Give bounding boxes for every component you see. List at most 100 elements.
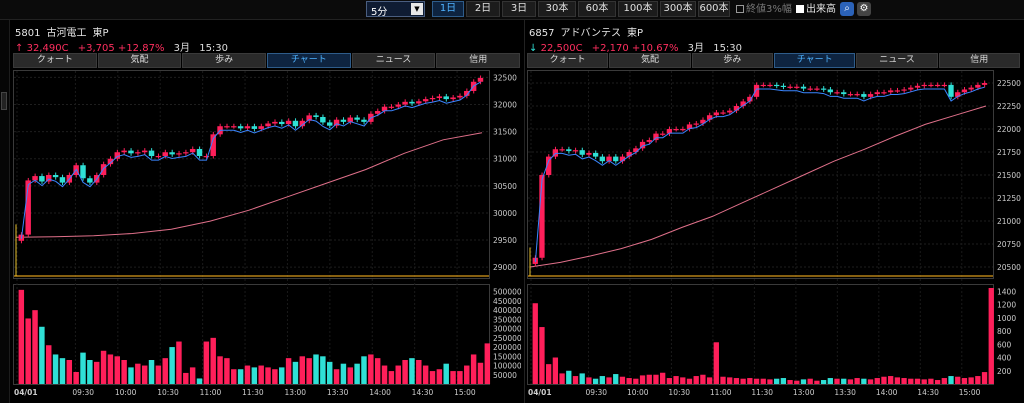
volume-bar bbox=[760, 378, 766, 384]
volume-bar bbox=[402, 360, 408, 384]
limit-width-label: 終値3%幅 bbox=[746, 4, 792, 15]
stock-name: 古河電工 bbox=[46, 28, 87, 39]
candle-body bbox=[841, 92, 847, 95]
tab-chart[interactable]: チャート bbox=[773, 53, 856, 68]
candle-body bbox=[224, 126, 230, 128]
volume-bar bbox=[619, 376, 626, 384]
interval-dropdown[interactable]: 5分 ▼ bbox=[366, 1, 425, 18]
volume-tick-label: 350000 bbox=[493, 315, 521, 324]
candle-body bbox=[901, 89, 907, 91]
volume-bar bbox=[128, 367, 134, 384]
range-button-3d[interactable]: 3日 bbox=[502, 1, 536, 17]
tab-chart[interactable]: チャート bbox=[267, 53, 351, 68]
candle-body bbox=[381, 106, 388, 112]
candle-body bbox=[477, 77, 484, 82]
candle-body bbox=[183, 152, 189, 154]
volume-bar bbox=[941, 378, 947, 384]
candle-body bbox=[114, 152, 120, 159]
limit-width-checkbox[interactable]: 終値3%幅 bbox=[736, 3, 792, 17]
volume-bar bbox=[854, 378, 860, 384]
volume-bar bbox=[148, 360, 155, 384]
range-button-100[interactable]: 100本 bbox=[618, 1, 658, 17]
volume-checkbox[interactable]: 出来高 bbox=[796, 3, 836, 17]
volume-bar bbox=[395, 365, 401, 384]
volume-tick-label: 50000 bbox=[493, 371, 517, 380]
range-button-30[interactable]: 30本 bbox=[538, 1, 576, 17]
volume-bar bbox=[470, 354, 477, 384]
candle-body bbox=[874, 92, 880, 95]
tab-news[interactable]: ニュース bbox=[351, 53, 436, 68]
candle-body bbox=[25, 180, 31, 235]
range-button-60[interactable]: 60本 bbox=[578, 1, 616, 17]
candle-body bbox=[333, 119, 340, 126]
price-tick-label: 21000 bbox=[997, 217, 1021, 226]
candle-body bbox=[402, 101, 408, 105]
candle-body bbox=[32, 176, 38, 181]
stock-name: アドバンテス bbox=[560, 28, 621, 39]
volume-bar bbox=[203, 341, 210, 384]
tab-orderbook[interactable]: 気配 bbox=[97, 53, 182, 68]
rail-handle[interactable] bbox=[1, 92, 7, 110]
price-tick-label: 30500 bbox=[493, 182, 517, 191]
volume-bar bbox=[73, 372, 79, 384]
candle-body bbox=[653, 133, 659, 141]
candle-body bbox=[203, 156, 210, 158]
checkbox-checked-icon bbox=[796, 5, 804, 13]
tab-margin[interactable]: 信用 bbox=[938, 53, 1020, 68]
tab-news[interactable]: ニュース bbox=[856, 53, 938, 68]
candle-body bbox=[121, 150, 127, 153]
search-icon[interactable]: ⌕ bbox=[840, 2, 854, 16]
range-button-1d[interactable]: 1日 bbox=[432, 1, 464, 17]
volume-bar bbox=[32, 310, 38, 384]
candle-body bbox=[59, 177, 66, 183]
volume-bar bbox=[767, 379, 773, 384]
candle-body bbox=[941, 84, 947, 87]
time-tick-label: 11:30 bbox=[751, 388, 773, 397]
gear-icon[interactable]: ⚙ bbox=[857, 2, 871, 16]
price-tick-label: 20750 bbox=[997, 240, 1021, 249]
chevron-down-icon[interactable]: ▼ bbox=[411, 3, 423, 15]
candle-body bbox=[753, 84, 760, 97]
candle-body bbox=[720, 112, 726, 114]
candle-body bbox=[279, 121, 285, 125]
stock-code: 6857 bbox=[529, 28, 555, 39]
candle-body bbox=[436, 96, 443, 99]
candle-body bbox=[141, 150, 148, 153]
volume-bar bbox=[787, 380, 793, 384]
tab-quote[interactable]: クォート bbox=[13, 53, 97, 68]
volume-bar bbox=[867, 379, 874, 384]
tab-ticks[interactable]: 歩み bbox=[182, 53, 267, 68]
volume-bar bbox=[606, 377, 612, 384]
volume-bar bbox=[693, 376, 699, 384]
volume-bar bbox=[313, 354, 319, 384]
volume-bar bbox=[340, 363, 347, 384]
time-tick-label: 10:00 bbox=[115, 388, 137, 397]
volume-bar bbox=[374, 358, 381, 384]
volume-bar bbox=[733, 378, 740, 384]
range-button-300[interactable]: 300本 bbox=[660, 1, 696, 17]
candle-body bbox=[155, 156, 162, 158]
candle-body bbox=[619, 156, 626, 162]
tab-margin[interactable]: 信用 bbox=[436, 53, 521, 68]
range-button-600[interactable]: 600本 bbox=[698, 1, 730, 17]
candle-body bbox=[409, 101, 415, 104]
interval-value: 5分 bbox=[371, 7, 388, 18]
volume-tick-label: 450000 bbox=[493, 297, 521, 306]
price-plot-frame bbox=[13, 70, 490, 279]
candle-body bbox=[162, 152, 168, 157]
panel-tabs: クォート 気配 歩み チャート ニュース 信用 bbox=[13, 53, 521, 68]
volume-bar bbox=[484, 343, 491, 384]
volume-bar bbox=[532, 303, 538, 384]
volume-bar bbox=[59, 358, 66, 384]
time-tick-label: 10:30 bbox=[157, 388, 179, 397]
volume-bar bbox=[566, 370, 572, 384]
tab-ticks[interactable]: 歩み bbox=[691, 53, 773, 68]
range-button-2d[interactable]: 2日 bbox=[466, 1, 500, 17]
tab-quote[interactable]: クォート bbox=[527, 53, 609, 68]
price-volume-chart[interactable]: 22500 22250 22000 21750 21500 21250 21000 20750… bbox=[527, 70, 1021, 400]
candle-body bbox=[306, 115, 312, 121]
price-volume-chart[interactable]: 32500 32000 31500 31000 30500 30000 29500 29000… bbox=[13, 70, 521, 400]
time-label: 15:30 bbox=[713, 43, 743, 54]
candle-body bbox=[272, 121, 278, 124]
tab-orderbook[interactable]: 気配 bbox=[609, 53, 691, 68]
